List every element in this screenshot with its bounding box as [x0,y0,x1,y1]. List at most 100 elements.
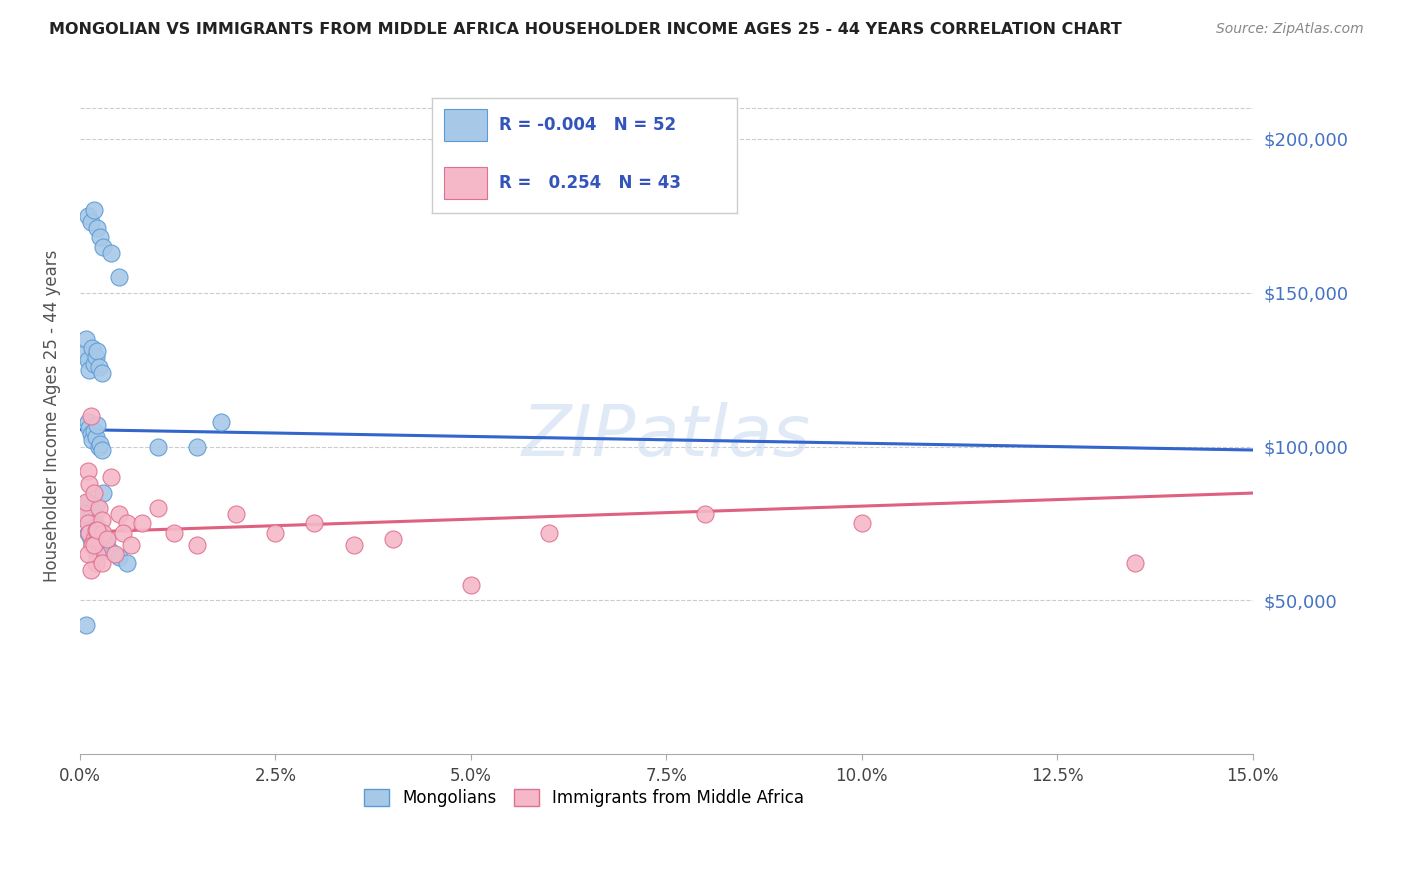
Point [76,353,98,368]
Point [84,557,107,571]
Point [84,351,107,365]
Point [76,209,98,223]
Point [76,547,98,561]
Point [73,347,96,361]
Point [84,523,107,537]
Point [86,221,108,235]
Point [77,525,100,540]
Point [84,430,107,444]
Point [186,538,208,552]
Point [695,508,717,522]
Point [89,359,111,374]
Point [76,516,98,531]
Point [76,415,98,429]
Point [83,538,105,552]
Point [82,538,104,552]
Point [108,508,131,522]
Point [83,485,105,500]
Text: Source: ZipAtlas.com: Source: ZipAtlas.com [1216,22,1364,37]
Point [96,535,118,549]
Point [381,532,404,546]
Point [80,409,103,423]
Point [83,513,105,527]
Point [75,618,97,632]
Point [96,532,118,546]
Point [89,501,111,516]
Point [77,476,100,491]
Point [76,464,98,478]
Point [80,510,103,524]
Point [460,578,482,592]
Point [342,538,364,552]
Point [91,525,114,540]
Point [131,516,153,531]
Point [90,442,112,457]
Point [91,239,114,253]
Point [86,519,108,533]
Point [111,525,134,540]
Point [80,532,103,546]
Point [98,544,121,558]
Point [77,421,100,435]
Point [80,563,103,577]
Point [87,440,110,454]
Point [91,485,114,500]
Point [537,525,560,540]
Point [83,532,105,546]
Text: ZIPatlas: ZIPatlas [522,401,811,471]
Point [86,547,108,561]
Point [76,495,98,509]
Point [90,513,112,527]
Point [89,541,111,555]
Point [84,498,107,512]
Point [80,215,103,229]
Point [83,538,105,552]
Point [851,516,873,531]
Point [77,516,100,531]
Point [86,523,108,537]
Y-axis label: Householder Income Ages 25 - 44 years: Householder Income Ages 25 - 44 years [44,250,60,582]
Point [115,557,138,571]
Point [89,230,111,244]
Point [1123,557,1146,571]
Point [90,366,112,380]
Point [82,434,104,448]
Point [304,516,326,531]
Point [146,501,169,516]
Point [80,341,103,355]
Point [209,415,232,429]
Point [264,525,287,540]
Point [108,550,131,565]
Point [104,547,127,561]
Point [146,440,169,454]
Point [83,357,105,371]
Point [186,440,208,454]
Point [100,470,122,484]
Point [75,332,97,346]
Point [115,516,138,531]
Point [75,508,97,522]
Point [80,538,103,552]
Point [82,504,104,518]
Point [73,508,96,522]
Point [83,202,105,217]
Point [86,547,108,561]
Point [77,362,100,376]
Point [90,557,112,571]
Point [83,424,105,438]
Point [76,525,98,540]
Point [100,245,122,260]
Point [89,436,111,450]
Legend: Mongolians, Immigrants from Middle Africa: Mongolians, Immigrants from Middle Afric… [357,782,811,814]
Point [73,501,96,516]
Point [108,270,131,285]
Point [120,538,142,552]
Text: MONGOLIAN VS IMMIGRANTS FROM MIDDLE AFRICA HOUSEHOLDER INCOME AGES 25 - 44 YEARS: MONGOLIAN VS IMMIGRANTS FROM MIDDLE AFRI… [49,22,1122,37]
Point [86,344,108,359]
Point [80,427,103,442]
Point [225,508,247,522]
Point [86,418,108,433]
Point [163,525,186,540]
Point [75,495,97,509]
Point [91,529,114,543]
